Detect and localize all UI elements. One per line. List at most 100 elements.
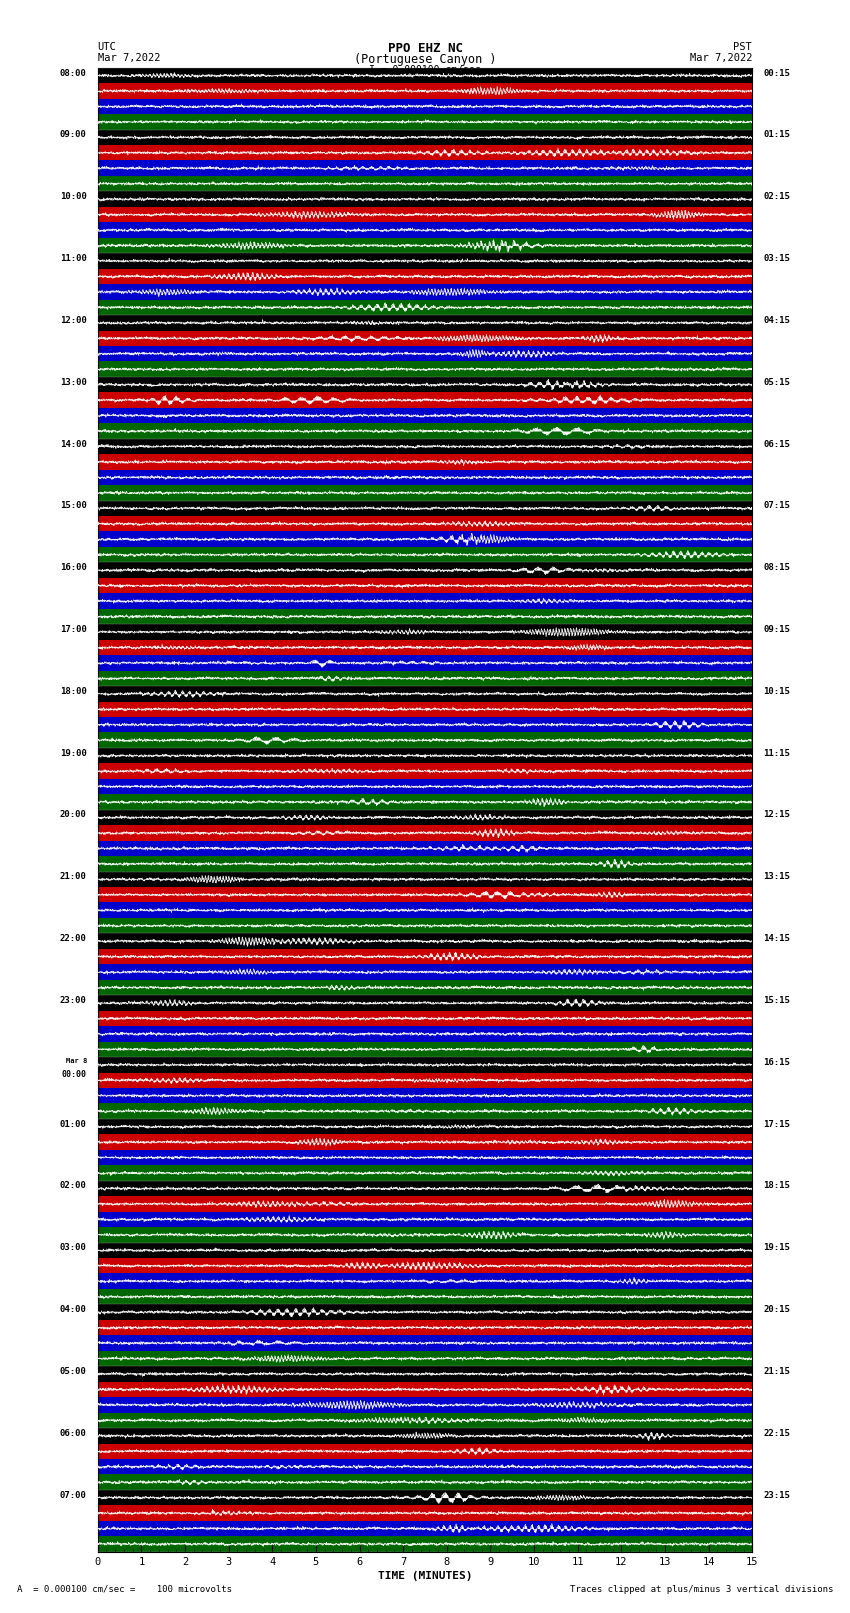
Bar — [98, 347, 752, 361]
Text: 11:00: 11:00 — [60, 253, 87, 263]
Text: Mar 7,2022: Mar 7,2022 — [98, 53, 161, 63]
Bar — [98, 1397, 752, 1413]
Bar — [98, 563, 752, 577]
Bar — [98, 284, 752, 300]
Text: 00:00: 00:00 — [62, 1069, 87, 1079]
Bar — [98, 748, 752, 763]
Bar — [98, 1181, 752, 1197]
X-axis label: TIME (MINUTES): TIME (MINUTES) — [377, 1571, 473, 1581]
Bar — [98, 1042, 752, 1057]
Bar — [98, 145, 752, 161]
Bar — [98, 253, 752, 269]
Bar — [98, 84, 752, 98]
Bar — [98, 979, 752, 995]
Bar — [98, 857, 752, 871]
Bar — [98, 1521, 752, 1536]
Text: 06:00: 06:00 — [60, 1429, 87, 1437]
Text: 08:15: 08:15 — [763, 563, 790, 573]
Bar — [98, 686, 752, 702]
Bar — [98, 1336, 752, 1350]
Bar — [98, 1474, 752, 1490]
Bar — [98, 115, 752, 129]
Text: 05:15: 05:15 — [763, 377, 790, 387]
Text: 10:00: 10:00 — [60, 192, 87, 202]
Bar — [98, 500, 752, 516]
Text: 17:00: 17:00 — [60, 624, 87, 634]
Bar — [98, 469, 752, 486]
Bar — [98, 1258, 752, 1274]
Text: 23:00: 23:00 — [60, 995, 87, 1005]
Text: 03:00: 03:00 — [60, 1244, 87, 1252]
Text: PST: PST — [734, 42, 752, 52]
Bar — [98, 423, 752, 439]
Bar — [98, 408, 752, 423]
Text: 21:00: 21:00 — [60, 873, 87, 881]
Text: 06:15: 06:15 — [763, 439, 790, 448]
Bar — [98, 887, 752, 903]
Bar — [98, 1490, 752, 1505]
Bar — [98, 237, 752, 253]
Text: 14:15: 14:15 — [763, 934, 790, 944]
Bar — [98, 1057, 752, 1073]
Text: 02:00: 02:00 — [60, 1181, 87, 1190]
Bar — [98, 1289, 752, 1305]
Bar — [98, 794, 752, 810]
Bar — [98, 98, 752, 115]
Text: Mar 8: Mar 8 — [65, 1058, 87, 1065]
Text: 18:15: 18:15 — [763, 1181, 790, 1190]
Text: 12:00: 12:00 — [60, 316, 87, 324]
Bar — [98, 779, 752, 794]
Bar — [98, 1305, 752, 1319]
Text: 15:15: 15:15 — [763, 995, 790, 1005]
Text: 07:00: 07:00 — [60, 1490, 87, 1500]
Bar — [98, 810, 752, 826]
Bar — [98, 1413, 752, 1428]
Bar — [98, 716, 752, 732]
Text: 03:15: 03:15 — [763, 253, 790, 263]
Bar — [98, 1350, 752, 1366]
Text: 23:15: 23:15 — [763, 1490, 790, 1500]
Text: I = 0.000100 cm/sec: I = 0.000100 cm/sec — [369, 65, 481, 74]
Bar — [98, 68, 752, 84]
Bar — [98, 547, 752, 563]
Bar — [98, 377, 752, 392]
Bar — [98, 223, 752, 237]
Bar — [98, 1382, 752, 1397]
Text: 04:00: 04:00 — [60, 1305, 87, 1315]
Text: 07:15: 07:15 — [763, 502, 790, 510]
Text: 08:00: 08:00 — [60, 68, 87, 77]
Text: 17:15: 17:15 — [763, 1119, 790, 1129]
Bar — [98, 1227, 752, 1242]
Text: 02:15: 02:15 — [763, 192, 790, 202]
Bar — [98, 1089, 752, 1103]
Text: 11:15: 11:15 — [763, 748, 790, 758]
Bar — [98, 176, 752, 192]
Bar — [98, 532, 752, 547]
Text: 04:15: 04:15 — [763, 316, 790, 324]
Text: 01:00: 01:00 — [60, 1119, 87, 1129]
Bar — [98, 439, 752, 455]
Bar — [98, 192, 752, 206]
Bar — [98, 1011, 752, 1026]
Bar — [98, 361, 752, 377]
Text: 14:00: 14:00 — [60, 439, 87, 448]
Text: 18:00: 18:00 — [60, 687, 87, 695]
Text: 16:00: 16:00 — [60, 563, 87, 573]
Text: 13:00: 13:00 — [60, 377, 87, 387]
Text: 22:15: 22:15 — [763, 1429, 790, 1437]
Bar — [98, 1197, 752, 1211]
Text: 15:00: 15:00 — [60, 502, 87, 510]
Bar — [98, 1026, 752, 1042]
Bar — [98, 1073, 752, 1089]
Text: 20:15: 20:15 — [763, 1305, 790, 1315]
Text: 13:15: 13:15 — [763, 873, 790, 881]
Bar — [98, 732, 752, 748]
Bar — [98, 331, 752, 347]
Bar — [98, 871, 752, 887]
Text: Mar 7,2022: Mar 7,2022 — [689, 53, 752, 63]
Bar — [98, 826, 752, 840]
Bar — [98, 934, 752, 948]
Bar — [98, 995, 752, 1011]
Bar — [98, 702, 752, 716]
Bar — [98, 1242, 752, 1258]
